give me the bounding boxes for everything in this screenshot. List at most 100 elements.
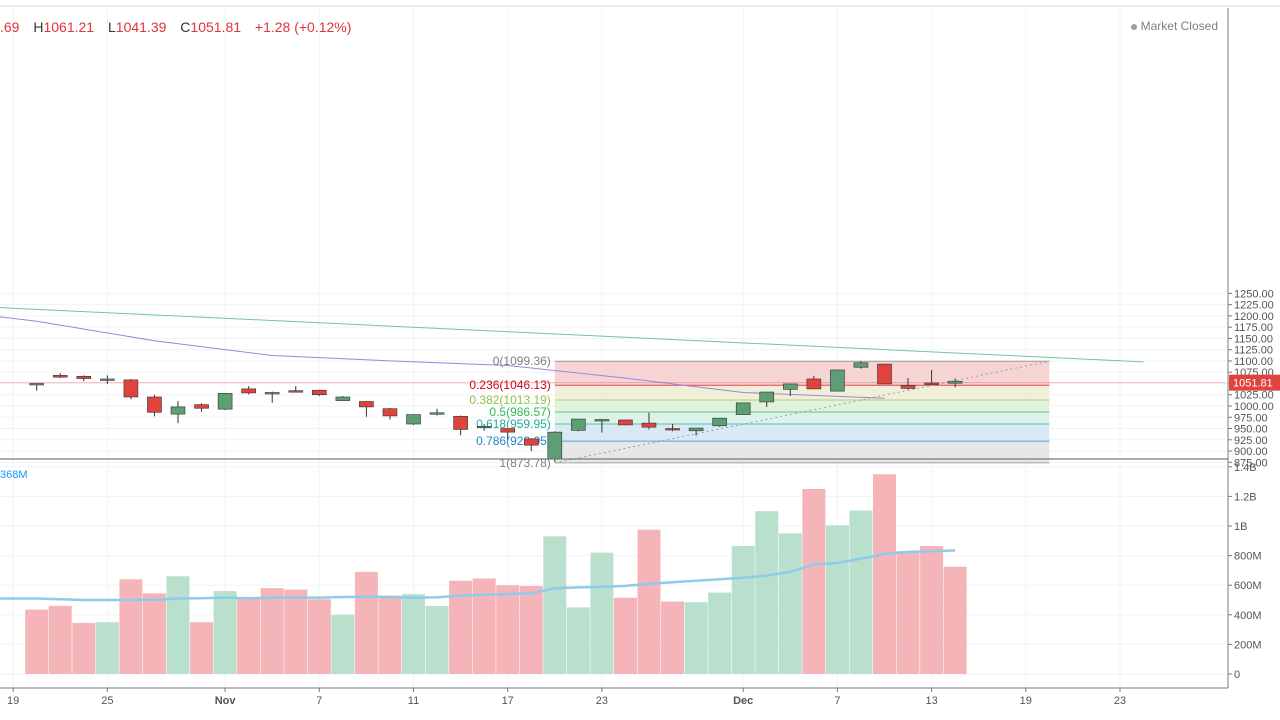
candle-body xyxy=(924,382,939,385)
volume-tick-label: 1.4B xyxy=(1234,462,1257,474)
candle[interactable] xyxy=(688,427,704,436)
price-tick-label: 950.00 xyxy=(1234,424,1268,436)
candle[interactable] xyxy=(547,431,563,462)
axes: 875.00900.00925.00950.00975.001000.00102… xyxy=(0,8,1280,707)
candle[interactable] xyxy=(241,386,256,395)
candle[interactable] xyxy=(264,391,280,403)
status-dot-icon xyxy=(1130,23,1137,30)
candle[interactable] xyxy=(147,394,162,417)
candle-body xyxy=(29,383,45,386)
candle[interactable] xyxy=(123,378,139,400)
candle[interactable] xyxy=(500,428,516,440)
candle[interactable] xyxy=(429,408,445,416)
candle[interactable] xyxy=(735,402,751,415)
volume-bar xyxy=(590,552,614,674)
time-tick-label: 11 xyxy=(408,695,419,707)
candle-body xyxy=(453,416,468,430)
volume-bar xyxy=(95,622,119,674)
candle-body xyxy=(406,414,421,425)
volume-bar xyxy=(402,594,425,674)
candle[interactable] xyxy=(641,412,657,430)
candle[interactable] xyxy=(29,383,45,391)
volume-bar xyxy=(849,510,873,674)
candle[interactable] xyxy=(359,401,374,417)
price-tick-label: 1100.00 xyxy=(1234,356,1273,368)
time-tick-label: Nov xyxy=(215,695,237,707)
candle-body xyxy=(123,379,139,398)
candle[interactable] xyxy=(100,375,115,384)
candle[interactable] xyxy=(594,419,610,433)
candle-body xyxy=(476,425,492,429)
candle-body xyxy=(359,401,374,408)
volume-bar xyxy=(213,591,237,674)
candle[interactable] xyxy=(194,403,209,412)
candle[interactable] xyxy=(853,361,869,369)
candle[interactable] xyxy=(217,392,233,411)
candle-body xyxy=(641,422,657,428)
ma-long-line xyxy=(0,307,1144,363)
candle[interactable] xyxy=(170,401,186,424)
candle[interactable] xyxy=(877,363,892,385)
volume-bar xyxy=(543,536,567,674)
fib-zone-0 xyxy=(554,361,1050,386)
candle[interactable] xyxy=(76,375,92,382)
candle-body xyxy=(217,393,233,410)
volume-tick-label: 400M xyxy=(1234,610,1262,622)
candle[interactable] xyxy=(759,391,775,407)
candle[interactable] xyxy=(523,437,539,452)
candle-body xyxy=(665,428,680,431)
volume-bar xyxy=(307,599,331,674)
candle[interactable] xyxy=(406,414,421,425)
candle[interactable] xyxy=(335,396,351,402)
price-tick-label: 1000.00 xyxy=(1234,401,1274,413)
candle[interactable] xyxy=(311,389,327,397)
price-tick-label: 1175.00 xyxy=(1234,322,1273,334)
candle-body xyxy=(759,391,775,403)
price-tick-label: 925.00 xyxy=(1234,435,1268,447)
fib-zone-0-236 xyxy=(554,385,1050,401)
price-tick-label: 1025.00 xyxy=(1234,390,1274,402)
fib-zone-0-786 xyxy=(554,441,1050,463)
ohlc-legend: .69 H1061.21 L1041.39 C1051.81 +1.28 (+0… xyxy=(0,19,351,35)
candle[interactable] xyxy=(571,418,586,432)
candle[interactable] xyxy=(618,419,633,426)
volume-bar xyxy=(72,622,96,674)
candle[interactable] xyxy=(947,378,963,388)
candlestick-series[interactable] xyxy=(29,361,963,462)
candle-body xyxy=(241,388,256,394)
volume-bar xyxy=(943,566,967,674)
volume-bar xyxy=(378,595,402,674)
volume-bar xyxy=(260,588,284,674)
candle[interactable] xyxy=(476,424,492,431)
candle[interactable] xyxy=(288,386,304,393)
volume-tick-label: 1.2B xyxy=(1234,491,1257,503)
fib-trendline[interactable] xyxy=(554,360,1050,464)
candle[interactable] xyxy=(806,375,822,390)
candle[interactable] xyxy=(52,373,68,379)
candle[interactable] xyxy=(453,415,468,436)
candle[interactable] xyxy=(924,369,939,385)
candle-body xyxy=(264,392,280,395)
candle-body xyxy=(688,427,704,432)
candle-body xyxy=(382,408,398,417)
candle[interactable] xyxy=(712,417,727,427)
open-value: .69 xyxy=(0,19,20,35)
candle[interactable] xyxy=(382,407,398,420)
candle-body xyxy=(100,378,115,381)
volume-bar xyxy=(425,605,449,674)
fib-label-0-618: 0.618(959.95) xyxy=(476,417,551,431)
moving-averages xyxy=(0,307,1226,399)
candle[interactable] xyxy=(665,424,680,432)
volume-bar xyxy=(731,545,755,674)
volume-bar xyxy=(190,622,214,674)
candle[interactable] xyxy=(900,378,916,390)
fib-zone-0-618 xyxy=(554,424,1050,442)
price-tick-label: 1225.00 xyxy=(1234,300,1274,312)
candle-body xyxy=(877,363,892,385)
candle[interactable] xyxy=(782,383,798,397)
candle[interactable] xyxy=(830,369,845,392)
fib-label-1: 1(873.78) xyxy=(499,456,550,470)
candle-body xyxy=(853,362,869,368)
price-tick-label: 1125.00 xyxy=(1234,345,1273,357)
